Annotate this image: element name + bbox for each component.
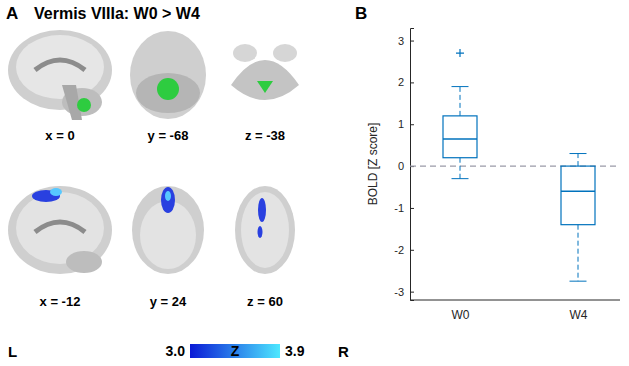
whisker-cap: [452, 86, 469, 87]
whisker-upper: [578, 154, 579, 167]
median: [561, 190, 595, 192]
y-axis: -3 -2 -1 0 1 2 3: [394, 29, 414, 301]
slice-label: x = 0: [45, 128, 74, 143]
panel-title: Vermis VIIIa: W0 > W4: [34, 5, 200, 22]
panel-label: A: [6, 4, 18, 23]
x-tick-label: W4: [570, 308, 588, 322]
brain-shape: [16, 35, 104, 99]
y-tick-label: 2: [398, 76, 404, 88]
brain-shape: [235, 186, 295, 274]
y-tick-label: 3: [398, 35, 404, 47]
y-tick-mark: [410, 292, 414, 293]
box-group: [561, 154, 595, 282]
activation-blob: [161, 187, 175, 213]
colorbar: [190, 344, 280, 358]
brain-shape: [66, 251, 102, 273]
activation-blob: [50, 188, 62, 196]
slice-label: y = -68: [148, 128, 189, 143]
y-tick-label: -3: [394, 286, 404, 298]
brain-images: [8, 30, 299, 274]
x-axis: W0 W4: [410, 300, 620, 322]
colorbar-tick-label: 3.0: [166, 343, 186, 359]
y-tick: -3: [394, 286, 414, 298]
slice-label: x = -12: [40, 294, 81, 309]
x-tick-label: W0: [452, 308, 470, 322]
y-tick: -1: [394, 202, 414, 214]
activation-blob: [77, 98, 91, 112]
activation-blob: [258, 198, 266, 222]
box: [561, 166, 595, 225]
box: [443, 116, 477, 158]
slice-label: y = 24: [150, 294, 187, 309]
whisker-cap: [452, 178, 469, 179]
brain-shape: [132, 186, 204, 274]
y-tick: 3: [398, 35, 414, 47]
y-tick-mark: [410, 208, 414, 209]
y-tick-label: -1: [394, 202, 404, 214]
side-label: R: [338, 343, 349, 360]
y-tick-mark: [410, 41, 414, 42]
brain-shape: [136, 73, 200, 113]
plot-area: [410, 49, 620, 281]
side-label: L: [8, 343, 17, 360]
outlier: [456, 49, 464, 57]
whisker-upper: [460, 87, 461, 116]
x-axis-line: [410, 300, 620, 301]
colorbar-tick-label: 3.9: [285, 343, 305, 359]
activation-blob: [157, 78, 179, 100]
y-tick-mark: [410, 250, 414, 251]
activation-blob: [165, 191, 171, 201]
slice-label: z = -38: [245, 128, 285, 143]
brain-shape: [241, 192, 289, 268]
corpus-callosum: [35, 60, 85, 70]
y-tick: 1: [398, 118, 414, 130]
y-tick-label: 1: [398, 118, 404, 130]
slice-label: z = 60: [247, 294, 283, 309]
brain-shape: [233, 44, 257, 62]
x-tick: W0: [452, 300, 470, 322]
colorbar-label: Z: [231, 343, 240, 359]
figure: A Vermis VIIIa: W0 > W4 x = 0 y = -68 z = -3…: [0, 0, 629, 366]
box-group: [443, 49, 477, 179]
y-tick: 2: [398, 76, 414, 88]
y-tick-label: 0: [398, 160, 404, 172]
corpus-callosum: [35, 222, 85, 232]
brain-shape: [273, 44, 297, 62]
panel-label: B: [355, 4, 367, 23]
whisker-lower: [578, 225, 579, 281]
whisker-lower: [460, 158, 461, 179]
y-tick-mark: [410, 82, 414, 83]
whisker-cap: [570, 153, 587, 154]
x-tick: W4: [570, 300, 588, 322]
activation-blob: [258, 226, 263, 238]
y-tick-label: -2: [394, 244, 404, 256]
y-axis-line: [411, 29, 415, 301]
brain-shape: [130, 31, 206, 119]
y-tick-mark: [410, 124, 414, 125]
median: [443, 138, 477, 140]
brain-shape: [8, 186, 112, 274]
activation-blob: [257, 81, 273, 93]
whisker-cap: [570, 281, 587, 282]
y-tick: -2: [394, 244, 414, 256]
brain-shape: [231, 60, 299, 100]
y-axis-title: BOLD [Z score]: [366, 123, 380, 206]
